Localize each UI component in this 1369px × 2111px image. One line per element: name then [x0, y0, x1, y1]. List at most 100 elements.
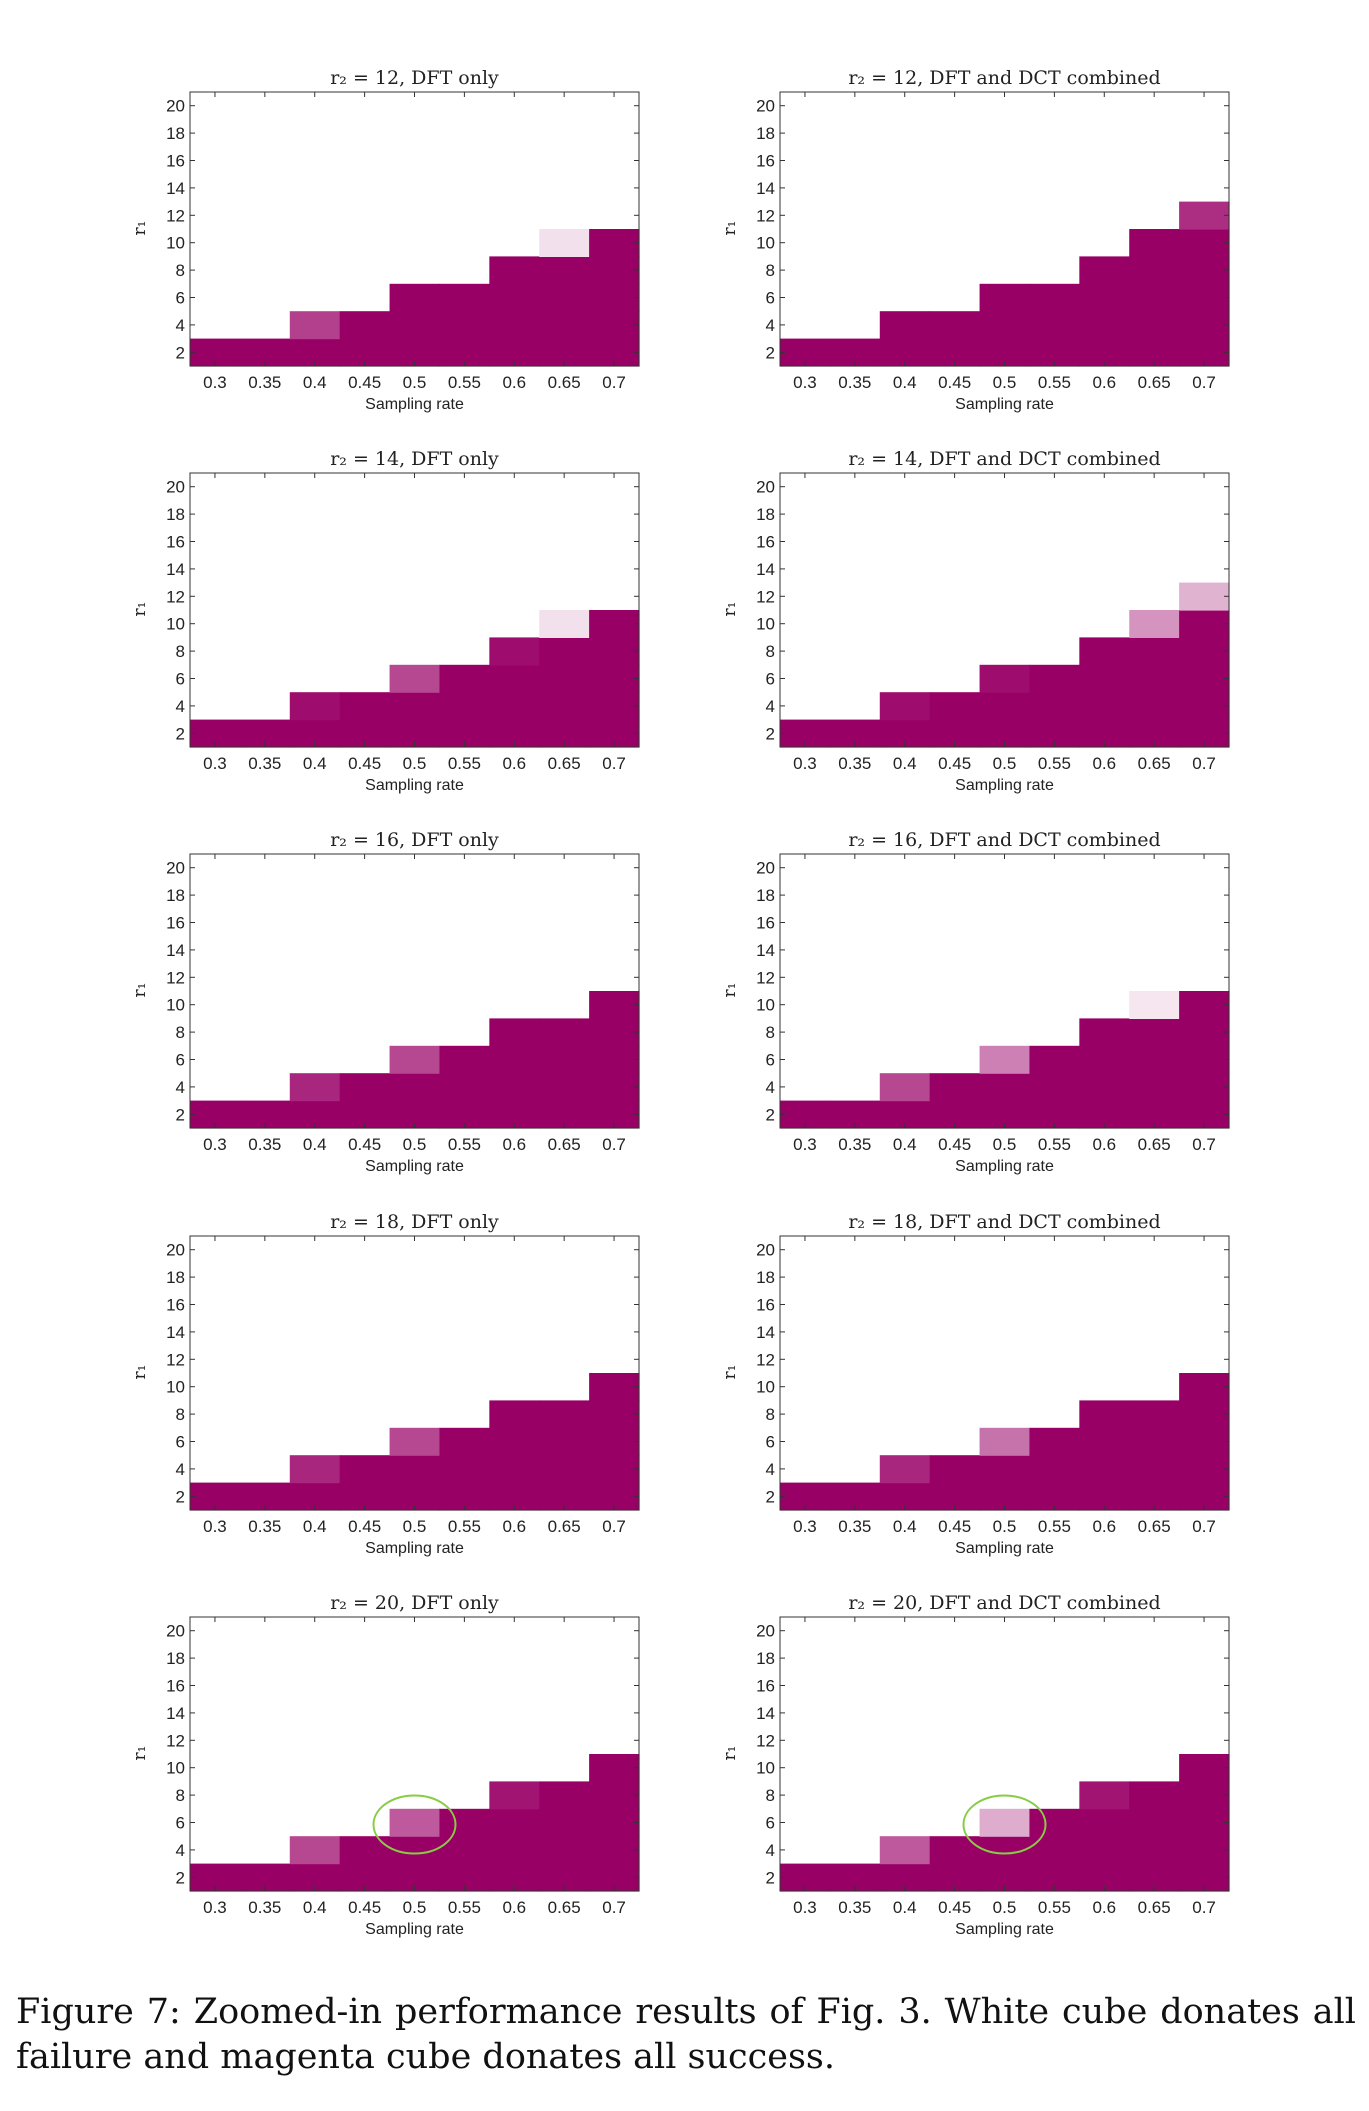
x-tick-label: 0.4 [893, 1898, 917, 1917]
heatmap-cell [539, 610, 590, 638]
y-tick-label: 14 [756, 941, 775, 960]
heatmap-cell [1129, 1427, 1180, 1456]
heatmap-cell [539, 1045, 590, 1074]
y-tick-label: 8 [766, 261, 775, 280]
heatmap-cell [489, 1836, 540, 1865]
x-tick-label: 0.4 [893, 1517, 917, 1536]
y-tick-label: 14 [756, 1323, 775, 1342]
chart-title: r₂ = 16, DFT only [330, 829, 499, 851]
x-tick-label: 0.35 [838, 1898, 871, 1917]
heatmap-cell [1129, 1808, 1180, 1837]
y-tick-label: 18 [756, 505, 775, 524]
heatmap-cell [489, 1400, 540, 1429]
x-tick-label: 0.7 [1192, 1517, 1216, 1536]
heatmap-cell [389, 283, 441, 312]
heatmap-cell [1079, 1045, 1130, 1074]
x-tick-label: 0.6 [1092, 1517, 1116, 1536]
y-tick-label: 16 [756, 1296, 775, 1315]
heatmap-cell [539, 1808, 590, 1837]
x-tick-label: 0.7 [1192, 1898, 1216, 1917]
heatmap-cell [1079, 1400, 1130, 1429]
heatmap-cell [929, 1455, 981, 1484]
x-tick-label: 0.55 [1038, 373, 1071, 392]
chart-title: r₂ = 18, DFT and DCT combined [848, 1211, 1160, 1233]
x-tick-label: 0.65 [1138, 1135, 1171, 1154]
heatmap-cell [1029, 664, 1080, 693]
heatmap-cell [589, 1455, 640, 1484]
heatmap-cell [589, 1808, 640, 1837]
heatmap-cell [979, 1045, 1031, 1074]
y-tick-label: 16 [756, 914, 775, 933]
x-tick-label: 0.4 [303, 1135, 327, 1154]
heatmap-cell [489, 692, 540, 721]
y-tick-label: 20 [756, 1241, 775, 1260]
heatmap-cell [489, 311, 540, 340]
heatmap-cell [339, 1073, 391, 1102]
heatmap-cell [539, 1781, 590, 1810]
y-tick-label: 6 [766, 1051, 775, 1070]
x-tick-label: 0.6 [502, 373, 526, 392]
heatmap-cell [879, 1836, 931, 1865]
y-tick-label: 2 [766, 343, 775, 362]
y-tick-label: 6 [766, 1814, 775, 1833]
heatmap-cell [489, 664, 540, 693]
heatmap-cell [1179, 1455, 1230, 1484]
heatmap-cell [979, 283, 1031, 312]
x-tick-label: 0.55 [1038, 1135, 1071, 1154]
y-tick-label: 6 [176, 1051, 185, 1070]
y-tick-label: 14 [166, 179, 185, 198]
heatmap-cell [1079, 256, 1130, 285]
heatmap-cell [1079, 311, 1130, 340]
y-tick-label: 16 [166, 1296, 185, 1315]
x-tick-label: 0.55 [448, 373, 481, 392]
heatmap-panel: 0.3 0.35 0.4 0.45 0.5 0.55 0.6 0.65 0.7 2 4 6 8 10 12 1… [130, 67, 640, 413]
heatmap-cell [1179, 1836, 1230, 1865]
heatmap-cell [539, 311, 590, 340]
y-tick-label: 16 [756, 1677, 775, 1696]
heatmap-panel: 0.3 0.35 0.4 0.45 0.5 0.55 0.6 0.65 0.7 2 4 6 8 10 12 1… [130, 1211, 640, 1557]
y-tick-label: 2 [766, 724, 775, 743]
x-tick-label: 0.65 [1138, 1517, 1171, 1536]
x-tick-label: 0.5 [993, 1135, 1017, 1154]
x-tick-label: 0.35 [838, 754, 871, 773]
chart-title: r₂ = 12, DFT and DCT combined [848, 67, 1160, 89]
y-tick-label: 12 [166, 1731, 185, 1750]
x-tick-label: 0.4 [893, 373, 917, 392]
y-tick-label: 12 [756, 587, 775, 606]
heatmap-cell [439, 1073, 490, 1102]
x-tick-label: 0.35 [838, 1517, 871, 1536]
heatmap-cell [1179, 1073, 1230, 1102]
y-tick-label: 18 [166, 124, 185, 143]
chart-title: r₂ = 16, DFT and DCT combined [848, 829, 1160, 851]
heatmap-cell [1179, 201, 1230, 230]
y-tick-label: 12 [756, 1350, 775, 1369]
heatmap-cell [1079, 664, 1130, 693]
heatmap-cell [1079, 1836, 1130, 1865]
y-tick-label: 14 [166, 560, 185, 579]
heatmap-cell [1179, 582, 1230, 611]
y-tick-label: 14 [166, 1323, 185, 1342]
y-tick-label: 10 [756, 996, 775, 1015]
heatmap-cell [539, 1073, 590, 1102]
heatmap-panel: 0.3 0.35 0.4 0.45 0.5 0.55 0.6 0.65 0.7 2 4 6 8 10 12 1… [130, 448, 640, 794]
y-axis-label: r₁ [130, 602, 150, 617]
y-axis-label: r₁ [720, 1746, 740, 1761]
heatmap-cell [289, 1073, 341, 1102]
heatmap-cell [389, 1073, 441, 1102]
x-tick-label: 0.45 [938, 373, 971, 392]
x-axis-label: Sampling rate [955, 1921, 1054, 1938]
y-tick-label: 20 [166, 1241, 185, 1260]
x-tick-label: 0.6 [502, 1135, 526, 1154]
x-tick-label: 0.45 [938, 1517, 971, 1536]
x-tick-label: 0.6 [502, 1517, 526, 1536]
x-tick-label: 0.65 [1138, 754, 1171, 773]
chart-title: r₂ = 12, DFT only [330, 67, 499, 89]
heatmap-cell [539, 1400, 590, 1429]
heatmap-cell [1129, 1455, 1180, 1484]
x-tick-label: 0.3 [203, 373, 227, 392]
y-tick-label: 12 [756, 206, 775, 225]
heatmap-cell [439, 692, 490, 721]
heatmap-cell [389, 692, 441, 721]
y-tick-label: 18 [756, 124, 775, 143]
x-tick-label: 0.55 [448, 754, 481, 773]
